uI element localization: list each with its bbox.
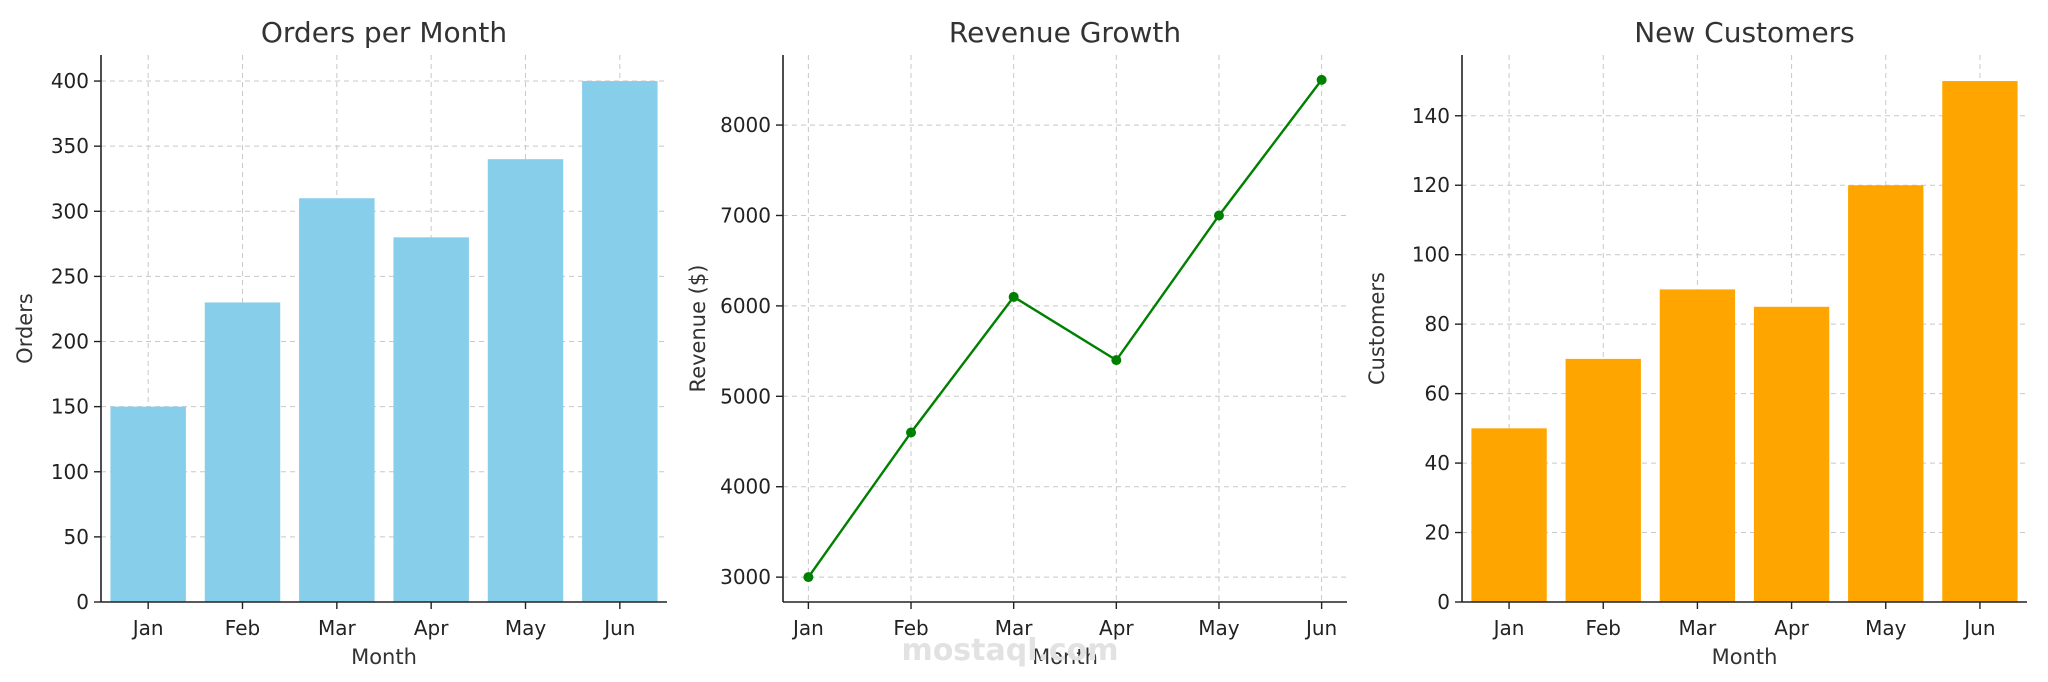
- x-tick-label: Feb: [225, 616, 260, 640]
- point-jun: [1316, 74, 1327, 85]
- bar-feb: [1565, 358, 1641, 602]
- bar-feb: [204, 302, 281, 602]
- x-axis-label: Month: [1712, 645, 1778, 669]
- y-tick-label: 5000: [720, 384, 771, 408]
- x-tick-label: Mar: [1679, 616, 1718, 640]
- y-tick-label: 250: [51, 264, 89, 288]
- y-tick-label: 100: [1412, 243, 1450, 267]
- point-mar: [1008, 291, 1019, 302]
- y-tick-label: 6000: [720, 294, 771, 318]
- x-tick-label: May: [1198, 616, 1240, 640]
- y-axis-label: Orders: [13, 293, 37, 364]
- watermark: mostaql.com: [901, 633, 1118, 668]
- y-tick-label: 120: [1412, 173, 1450, 197]
- chart-panel-3: 0 20 40 60 80 100 120 140 Jan Feb Mar Apr May Jun New …: [1365, 16, 2027, 669]
- point-jan: [803, 572, 814, 583]
- x-tick-label: May: [1865, 616, 1907, 640]
- chart-title: New Customers: [1634, 16, 1855, 49]
- x-tick-label: Feb: [893, 616, 928, 640]
- x-axis-label: Month: [1032, 645, 1098, 669]
- x-tick-label: Feb: [1586, 616, 1621, 640]
- bar-jun: [582, 81, 658, 603]
- bar-may: [1848, 185, 1924, 602]
- x-tick-label: May: [505, 616, 547, 640]
- x-tick-label: Jun: [602, 616, 635, 640]
- bar-jun: [1942, 81, 2018, 603]
- x-tick-label: Jan: [131, 616, 164, 640]
- bar-may: [487, 159, 564, 602]
- x-tick-label: Mar: [318, 616, 357, 640]
- y-tick-label: 350: [51, 134, 89, 158]
- x-tick-label: Jan: [791, 616, 824, 640]
- point-may: [1213, 210, 1224, 221]
- x-tick-label: Apr: [414, 616, 449, 640]
- y-tick-label: 4000: [720, 475, 771, 499]
- y-tick-label: 50: [64, 525, 89, 549]
- bar-apr: [393, 237, 469, 603]
- x-tick-label: Mar: [995, 616, 1034, 640]
- y-tick-label: 7000: [720, 203, 771, 227]
- chart-panel-2: 3000 4000 5000 6000 7000 8000 Jan Feb Mar Apr May J…: [686, 16, 1347, 669]
- chart-title: Revenue Growth: [949, 16, 1181, 49]
- x-tick-label: Jun: [1304, 616, 1337, 640]
- point-feb: [906, 427, 917, 438]
- x-tick-label: Apr: [1099, 616, 1134, 640]
- y-tick-label: 8000: [720, 113, 771, 137]
- y-tick-label: 150: [51, 395, 89, 419]
- series-line: [807, 79, 1323, 578]
- y-tick-label: 40: [1425, 451, 1450, 475]
- y-tick-label: 20: [1425, 521, 1450, 545]
- bar-apr: [1753, 306, 1830, 602]
- y-axis-label: Customers: [1365, 272, 1389, 385]
- chart-title: Orders per Month: [261, 16, 507, 49]
- x-axis-label: Month: [351, 645, 417, 669]
- y-tick-label: 0: [1437, 590, 1450, 614]
- y-tick-label: 300: [51, 199, 89, 223]
- x-tick-label: Jan: [1492, 616, 1525, 640]
- x-tick-label: Apr: [1774, 616, 1809, 640]
- bar-jan: [110, 406, 186, 602]
- chart-panel-1: 0 50 100 150 200 250 300 350 400 Jan Feb Mar Apr May J…: [13, 16, 667, 669]
- point-apr: [1111, 355, 1122, 366]
- y-tick-label: 400: [51, 69, 89, 93]
- bar-mar: [1659, 289, 1736, 602]
- y-tick-label: 3000: [720, 565, 771, 589]
- y-tick-label: 0: [76, 590, 89, 614]
- bar-jan: [1471, 428, 1547, 602]
- y-axis-label: Revenue ($): [686, 265, 710, 393]
- y-tick-label: 60: [1425, 382, 1450, 406]
- y-tick-label: 140: [1412, 104, 1450, 128]
- y-tick-label: 200: [51, 330, 89, 354]
- y-tick-label: 100: [51, 460, 89, 484]
- x-tick-label: Jun: [1962, 616, 1995, 640]
- y-tick-label: 80: [1425, 312, 1450, 336]
- bar-mar: [299, 198, 375, 602]
